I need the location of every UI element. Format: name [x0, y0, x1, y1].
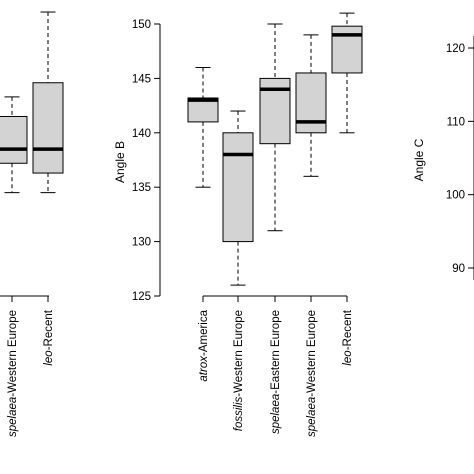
iqr-box: [0, 115, 28, 164]
category-label-italic: fossilis: [233, 396, 245, 431]
iqr-box: [32, 82, 64, 174]
panel-b-y-tick-label: 150: [132, 19, 151, 31]
panel-b-category-label: atrox-America: [198, 309, 210, 381]
iqr-box: [295, 72, 327, 134]
panel-b-box-4: [295, 34, 327, 177]
panel-c-y-tick-label: 120: [446, 43, 465, 55]
category-label-rest: -Western Europe: [306, 310, 318, 397]
category-label-rest: -Western Europe: [233, 310, 245, 397]
panel-left-category-label: spelaea-Western Europe: [7, 310, 19, 437]
panel-left-boxplot: spelaea-Western Europe leo-Recent: [0, 11, 64, 437]
panel-b-category-label: fossilis-Western Europe: [233, 310, 245, 431]
panel-b-box-2: [222, 110, 254, 286]
panel-left-box-2: [32, 11, 64, 194]
category-label-rest: -America: [198, 309, 210, 356]
category-label-italic: spelaea: [270, 394, 282, 434]
panel-b-category-label: spelaea-Eastern Europe: [270, 310, 282, 434]
category-label-italic: leo: [43, 350, 55, 366]
category-label-rest: -Recent: [43, 309, 55, 350]
category-label-italic: atrox: [198, 355, 210, 382]
panel-left-category-label: leo-Recent: [43, 309, 55, 365]
panel-b-category-label: leo-Recent: [342, 309, 354, 365]
panel-c-y-axis-title: Angle C: [412, 138, 426, 181]
panel-c-y-tick-label: 90: [452, 263, 465, 275]
panel-b-box-5: [331, 12, 363, 134]
panel-b-y-tick-label: 135: [132, 182, 151, 194]
category-label-italic: spelaea: [306, 397, 318, 437]
category-label-italic: spelaea: [7, 397, 19, 437]
panel-b-box-3: [259, 23, 291, 232]
panel-b-y-tick-label: 140: [132, 128, 151, 140]
panel-b-category-label: spelaea-Western Europe: [306, 310, 318, 437]
panel-b-y-tick-label: 145: [132, 73, 151, 85]
category-label-rest: -Eastern Europe: [270, 310, 282, 394]
panel-c-y-tick-label: 110: [447, 116, 465, 128]
category-label-rest: -Recent: [342, 309, 354, 350]
category-label-italic: leo: [342, 350, 354, 366]
panel-c-y-tick-label: 100: [446, 190, 465, 202]
iqr-box: [222, 132, 254, 243]
panel-angle-c-boxplot: Angle C 90 100 110 120: [412, 36, 474, 280]
category-label-rest: -Western Europe: [7, 310, 19, 397]
panel-b-y-axis-title: Angle B: [113, 141, 127, 183]
panel-b-box-1: [187, 67, 219, 188]
panel-b-y-tick-label: 130: [132, 237, 151, 249]
panel-angle-b-boxplot: Angle B 125 130 135 140 145 150 atrox-America f…: [113, 12, 363, 437]
iqr-box: [187, 97, 219, 123]
panel-b-y-tick-label: 125: [132, 291, 151, 303]
panel-left-box-1: [0, 96, 28, 194]
